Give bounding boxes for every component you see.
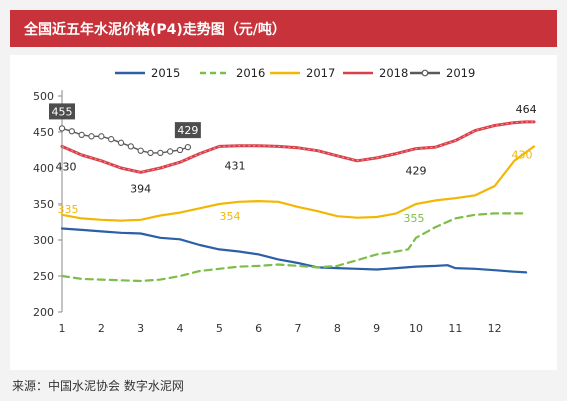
series-point-2019 [184,143,192,151]
data-label-2017: 335 [58,203,79,216]
series-point-2019 [157,149,164,157]
series-point-2019 [117,139,125,146]
series-lines [58,120,536,283]
legend-marker-2019 [421,69,429,77]
x-tick-label: 6 [255,322,262,335]
chart-title: 全国近五年水泥价格(P4)走势图（元/吨） [24,22,286,38]
data-labels: 455 429 430 394 431 429 464 335 354 430 355 [49,103,537,225]
data-label-2018: 394 [130,182,151,195]
data-label-2017: 354 [220,210,241,223]
data-label-box [174,122,201,139]
x-tick-label: 3 [137,322,144,335]
y-tick-label: 350 [33,198,54,211]
x-tick-label: 12 [488,322,502,335]
data-label-2019: 455 [52,105,73,118]
price-line-chart: 2015 2016 2017 2018 2019 200 250 300 350 400 450 5… [33,66,537,335]
series-line-highlight-2018 [61,121,534,173]
legend: 2015 2016 2017 2018 2019 [115,66,475,80]
series-line-2017 [60,145,536,222]
plot-card: 2015 2016 2017 2018 2019 200 250 300 350 400 450 5… [10,55,557,370]
y-tick-label: 500 [33,90,54,103]
data-label-2018: 429 [406,165,427,178]
x-tick-label: 7 [295,322,302,335]
x-tick-label: 9 [373,322,380,335]
data-label-2018: 430 [56,160,77,173]
x-tick-label: 5 [216,322,223,335]
series-line-2016 [60,212,528,283]
x-tick-label: 10 [409,322,423,335]
series-point-2019 [58,125,66,132]
series-point-2019 [127,143,134,150]
data-label-2016: 355 [404,212,425,225]
series-point-2019 [68,128,75,135]
source-note: 来源：中国水泥协会 数字水泥网 [12,379,184,393]
series-line-2015 [60,227,528,274]
x-tick-label: 1 [59,322,66,335]
y-tick-label: 250 [33,270,54,283]
series-point-2019 [108,136,115,143]
data-label-2019: 429 [177,124,198,137]
y-tick-label: 200 [33,306,54,319]
series-point-2019 [78,131,85,139]
y-tick-label: 400 [33,162,54,175]
series-point-2019 [147,149,154,157]
data-label-box [49,103,75,120]
legend-label-2016: 2016 [236,66,265,80]
x-tick-label: 4 [177,322,184,335]
legend-label-2017: 2017 [306,66,335,80]
series-point-2019 [88,133,95,140]
data-label-2018: 431 [225,160,246,173]
y-tick-label: 450 [33,126,54,139]
y-tick-label: 300 [33,234,54,247]
legend-label-2018: 2018 [379,66,408,80]
series-point-2019 [167,148,174,155]
title-bar: 全国近五年水泥价格(P4)走势图（元/吨） [10,10,557,47]
legend-label-2015: 2015 [151,66,180,80]
x-tick-label: 11 [448,322,462,335]
data-label-2018: 464 [516,103,537,116]
legend-label-2019: 2019 [446,66,475,80]
x-tick-label: 8 [334,322,341,335]
data-label-2017: 430 [512,148,533,161]
series-point-2019 [98,133,105,140]
series-point-2019 [137,147,144,154]
x-tick-label: 2 [98,322,105,335]
series-point-2019 [176,146,184,154]
